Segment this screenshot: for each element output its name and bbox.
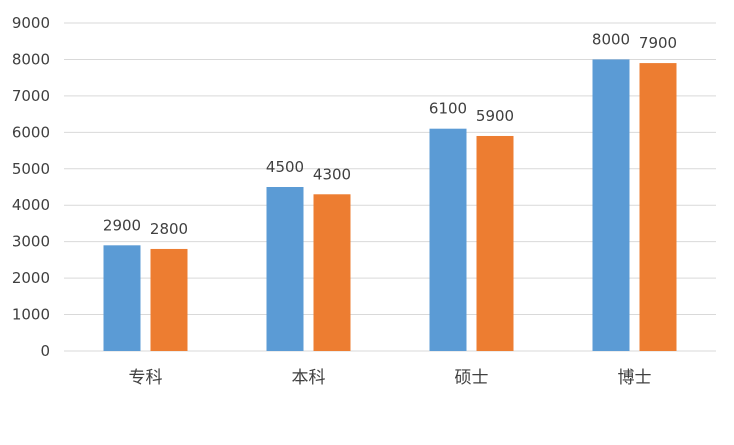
y-axis-ticks: 0 1000 2000 3000 4000 5000 6000 7000 8000 9000 [12, 14, 50, 360]
bar [639, 63, 677, 351]
y-tick-label: 6000 [12, 123, 50, 141]
bar [476, 135, 514, 351]
x-axis-categories: 专科 本科 硕士 博士 [129, 368, 652, 388]
data-label: 5900 [476, 107, 514, 125]
y-tick-label: 1000 [12, 306, 50, 324]
data-label: 7900 [639, 34, 677, 52]
bar [313, 194, 351, 351]
x-category-label: 硕士 [455, 368, 489, 388]
y-tick-label: 7000 [12, 87, 50, 105]
y-tick-label: 9000 [12, 14, 50, 32]
data-label: 2800 [150, 220, 188, 238]
x-category-label: 专科 [129, 368, 163, 388]
bar [103, 245, 141, 351]
data-labels: 2900 2800 4500 4300 6100 5900 8000 7900 [103, 30, 677, 238]
y-tick-label: 3000 [12, 233, 50, 251]
y-tick-label: 4000 [12, 196, 50, 214]
bar [266, 187, 304, 351]
y-tick-label: 2000 [12, 269, 50, 287]
y-tick-label: 8000 [12, 50, 50, 68]
x-category-label: 本科 [292, 368, 326, 388]
bar [150, 248, 188, 351]
bar [429, 128, 467, 351]
data-label: 6100 [429, 100, 467, 118]
y-tick-label: 0 [40, 342, 50, 360]
x-category-label: 博士 [618, 368, 652, 388]
data-label: 4300 [313, 165, 351, 183]
data-label: 4500 [266, 158, 304, 176]
y-tick-label: 5000 [12, 160, 50, 178]
bar [592, 59, 630, 351]
bars [103, 59, 677, 351]
data-label: 8000 [592, 30, 630, 48]
data-label: 2900 [103, 216, 141, 234]
